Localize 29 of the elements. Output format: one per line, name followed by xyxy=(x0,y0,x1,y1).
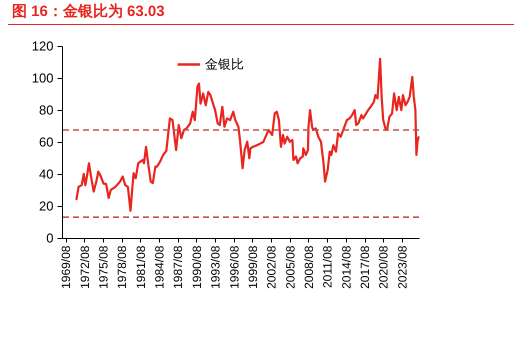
y-tick-label: 100 xyxy=(32,70,54,86)
x-tick-label: 2002/08 xyxy=(264,245,279,289)
x-tick-label: 1978/08 xyxy=(115,245,130,289)
x-tick-label: 1993/08 xyxy=(208,245,223,289)
x-tick-label: 1972/08 xyxy=(78,245,92,289)
y-tick-label: 120 xyxy=(32,38,54,54)
x-tick-label: 1987/08 xyxy=(171,245,186,289)
y-tick-label: 80 xyxy=(39,102,54,118)
x-tick-label: 2005/08 xyxy=(283,245,298,289)
x-tick-label: 1984/08 xyxy=(152,245,167,289)
x-tick-label: 2008/08 xyxy=(302,245,316,289)
x-tick-label: 1981/08 xyxy=(134,245,148,289)
x-tick-label: 2011/08 xyxy=(320,245,335,288)
x-tick-label: 2023/08 xyxy=(395,245,410,289)
y-tick-label: 40 xyxy=(39,166,54,182)
y-tick-label: 60 xyxy=(39,134,54,150)
x-tick-label: 1969/08 xyxy=(59,245,74,289)
x-tick-label: 2017/08 xyxy=(358,245,372,289)
x-tick-label: 2014/08 xyxy=(339,245,354,289)
line-series xyxy=(75,58,420,212)
y-tick-label: 0 xyxy=(46,230,54,246)
y-tick-label: 20 xyxy=(39,198,54,214)
x-tick-label: 1996/08 xyxy=(227,245,242,289)
x-tick-label: 2020/08 xyxy=(376,245,391,289)
legend-label: 金银比 xyxy=(205,56,244,72)
x-tick-label: 1999/08 xyxy=(246,245,260,289)
x-tick-label: 1975/08 xyxy=(96,245,110,289)
x-tick-label: 1990/08 xyxy=(190,245,204,289)
chart-title: 图 16：金银比为 63.03 xyxy=(8,0,514,25)
